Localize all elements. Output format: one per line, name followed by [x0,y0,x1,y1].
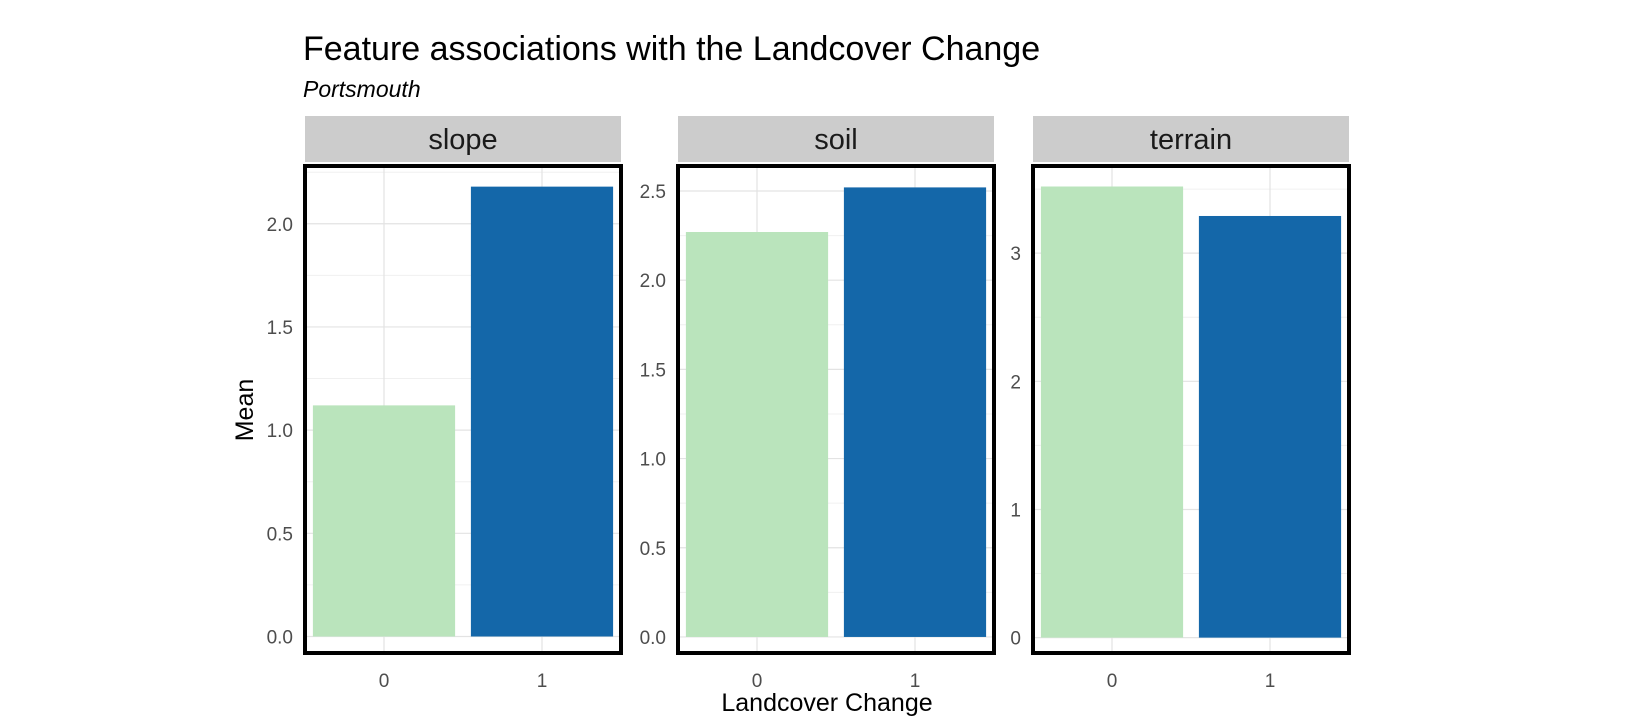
y-tick-label: 1.0 [267,421,293,442]
strip-background [678,116,994,162]
y-tick-label: 0.0 [267,627,293,648]
chart-subtitle: Portsmouth [303,76,421,102]
x-tick-label: 1 [1265,671,1276,692]
bar-terrain-0 [1040,186,1184,638]
y-axis-title: Mean [231,379,259,442]
facets-layer: slope 0.0 0.5 1.0 1.5 2.0 0 1 soil 0.0 0.5 1.0 1.5 2.… [267,116,1351,692]
panel-border [303,164,623,655]
y-tick-label: 1.5 [640,360,666,381]
chart-title: Feature associations with the Landcover … [303,30,1041,68]
x-axis-title: Landcover Change [721,689,932,717]
facet-slope: slope 0.0 0.5 1.0 1.5 2.0 0 1 [267,116,623,692]
bar-soil-0 [685,232,829,637]
strip-label-soil: soil [814,124,858,156]
y-tick-label: 1 [1010,500,1021,521]
strip-background [305,116,621,162]
y-tick-label: 0.5 [267,524,293,545]
x-tick-label: 0 [379,671,390,692]
y-tick-label: 1.5 [267,318,293,339]
bar-soil-1 [843,187,987,637]
y-tick-label: 2 [1010,372,1021,393]
strip-background [1033,116,1349,162]
x-tick-label: 0 [1107,671,1118,692]
facet-terrain: terrain 0 1 2 3 0 1 [1010,116,1351,692]
panel-border [1031,164,1351,655]
bar-terrain-1 [1198,215,1342,638]
y-tick-label: 2.0 [640,271,666,292]
y-tick-label: 3 [1010,244,1021,265]
y-tick-label: 0.0 [640,628,666,649]
facet-soil: soil 0.0 0.5 1.0 1.5 2.0 2.5 0 1 [640,116,996,692]
y-tick-label: 2.0 [267,215,293,236]
y-tick-label: 1.0 [640,450,666,471]
x-tick-label: 0 [752,671,763,692]
x-tick-label: 1 [537,671,548,692]
y-tick-label: 2.5 [640,182,666,203]
bar-slope-1 [470,186,614,637]
x-tick-label: 1 [910,671,921,692]
y-tick-label: 0 [1010,629,1021,650]
strip-label-terrain: terrain [1150,124,1232,156]
y-tick-label: 0.5 [640,539,666,560]
strip-label-slope: slope [428,124,497,156]
bar-slope-0 [312,405,456,637]
panel-border [676,164,996,655]
